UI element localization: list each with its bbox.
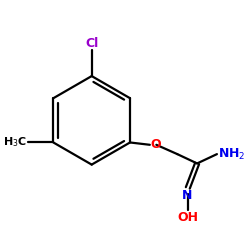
Text: Cl: Cl [85, 37, 98, 50]
Text: O: O [150, 138, 161, 151]
Text: OH: OH [177, 211, 198, 224]
Text: H$_3$C: H$_3$C [2, 136, 26, 149]
Text: NH$_2$: NH$_2$ [218, 146, 245, 162]
Text: N: N [182, 189, 192, 202]
